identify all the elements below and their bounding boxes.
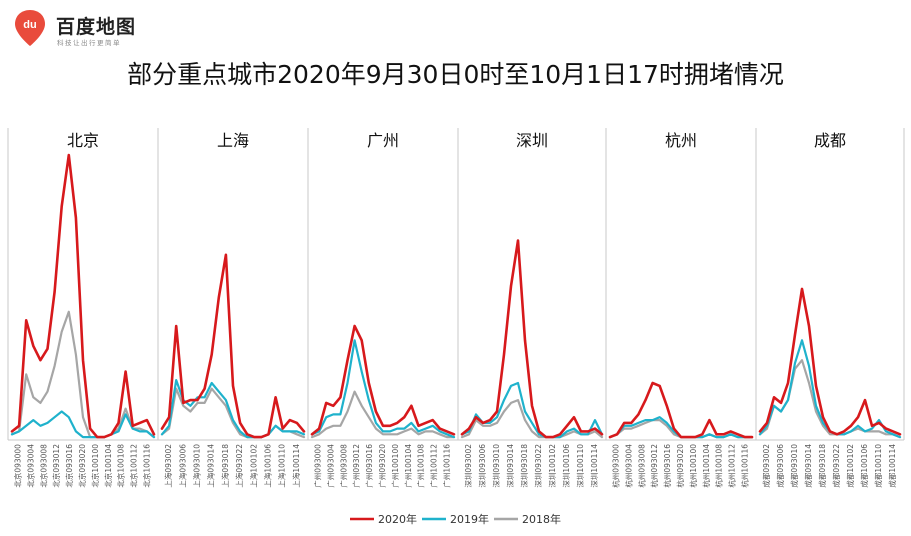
x-tick-label: 北京093020 [77, 444, 87, 488]
map-pin-icon: du [15, 10, 45, 46]
x-tick-label: 北京093004 [25, 444, 35, 488]
x-tick-label: 杭州093000 [611, 444, 621, 488]
x-tick-label: 成都093018 [817, 444, 827, 488]
panel-title-4: 杭州 [665, 131, 697, 150]
x-tick-label: 成都093006 [775, 444, 785, 488]
legend-label-2019年: 2019年 [450, 512, 489, 526]
x-tick-label: 成都100106 [859, 444, 869, 488]
x-tick-label: 广州100104 [403, 444, 413, 488]
x-tick-label: 北京093008 [38, 444, 48, 488]
x-tick-label: 广州093000 [313, 444, 323, 488]
logo-mark-text: du [23, 19, 36, 31]
x-tick-label: 成都100110 [873, 444, 883, 488]
x-tick-label: 广州100100 [390, 444, 400, 488]
series-line-2019年 [608, 416, 754, 439]
x-tick-label: 上海093006 [177, 444, 187, 488]
x-tick-label: 杭州093012 [649, 444, 659, 488]
x-tick-label: 上海093010 [192, 444, 202, 488]
x-tick-label: 成都093010 [789, 444, 799, 488]
x-tick-label: 广州093012 [351, 444, 361, 488]
series-line-2020年 [10, 153, 156, 439]
x-tick-label: 上海093014 [206, 444, 216, 488]
x-tick-label: 杭州093016 [662, 444, 672, 488]
panel-title-0: 北京 [67, 131, 99, 150]
x-tick-label: 上海093018 [220, 444, 230, 488]
x-tick-label: 北京100112 [129, 444, 139, 488]
x-tick-label: 上海100106 [263, 444, 273, 488]
x-tick-label: 北京100116 [142, 444, 152, 488]
brand-logo: du 百度地图 科技让出行更简单 [8, 6, 168, 50]
x-tick-label: 深圳100114 [589, 444, 599, 488]
x-tick-label: 北京093000 [13, 444, 23, 488]
x-tick-label: 广州093004 [325, 444, 335, 488]
x-tick-label: 杭州100108 [714, 444, 724, 488]
series-line-2018年 [310, 390, 456, 439]
x-tick-label: 杭州093004 [623, 444, 633, 488]
x-tick-label: 深圳093002 [463, 444, 473, 488]
x-tick-label: 杭州100100 [688, 444, 698, 488]
x-tick-label: 深圳100106 [561, 444, 571, 488]
x-tick-label: 深圳093010 [491, 444, 501, 488]
x-tick-label: 广州100116 [442, 444, 452, 488]
x-tick-label: 北京093012 [51, 444, 61, 488]
series-line-2018年 [758, 359, 902, 439]
x-tick-label: 北京100100 [90, 444, 100, 488]
x-tick-label: 广州093020 [377, 444, 387, 488]
brand-slogan: 科技让出行更简单 [57, 39, 121, 47]
x-tick-label: 上海093002 [163, 444, 173, 488]
x-tick-label: 广州093008 [338, 444, 348, 488]
chart-title: 部分重点城市2020年9月30日0时至10月1日17时拥堵情况 [127, 60, 784, 89]
x-tick-label: 北京100108 [116, 444, 126, 488]
legend-label-2018年: 2018年 [522, 512, 561, 526]
brand-name: 百度地图 [56, 16, 137, 38]
x-tick-label: 深圳093018 [519, 444, 529, 488]
x-tick-label: 北京093016 [64, 444, 74, 488]
x-tick-label: 广州093016 [364, 444, 374, 488]
series-line-2020年 [608, 381, 754, 439]
series-line-2020年 [160, 253, 306, 439]
x-tick-label: 杭州093008 [636, 444, 646, 488]
panel-title-2: 广州 [367, 131, 399, 150]
x-tick-label: 广州100112 [429, 444, 439, 488]
series-line-2020年 [758, 287, 902, 436]
x-tick-label: 上海100114 [291, 444, 301, 488]
x-tick-label: 深圳100102 [547, 444, 557, 488]
panel-title-5: 成都 [814, 131, 846, 150]
legend-label-2020年: 2020年 [378, 512, 417, 526]
x-tick-label: 成都093002 [761, 444, 771, 488]
x-tick-label: 成都100102 [845, 444, 855, 488]
x-tick-label: 成都093022 [831, 444, 841, 488]
x-tick-label: 深圳093006 [477, 444, 487, 488]
x-tick-label: 杭州100116 [740, 444, 750, 488]
x-tick-label: 深圳093014 [505, 444, 515, 488]
x-tick-label: 成都100114 [887, 444, 897, 488]
x-tick-label: 杭州093020 [675, 444, 685, 488]
x-tick-label: 深圳100110 [575, 444, 585, 488]
series-line-2020年 [310, 324, 456, 436]
x-tick-label: 杭州100104 [701, 444, 711, 488]
series-line-2019年 [310, 339, 456, 439]
panel-title-1: 上海 [217, 131, 249, 150]
x-tick-label: 上海100110 [277, 444, 287, 488]
series-line-2019年 [10, 410, 156, 439]
panel-title-3: 深圳 [516, 131, 548, 150]
x-tick-label: 广州100108 [416, 444, 426, 488]
x-tick-label: 深圳093022 [533, 444, 543, 488]
series-line-2020年 [460, 239, 604, 439]
x-tick-label: 北京100104 [103, 444, 113, 488]
x-tick-label: 上海100102 [248, 444, 258, 488]
x-tick-label: 成都093014 [803, 444, 813, 488]
x-tick-label: 杭州100112 [727, 444, 737, 488]
x-tick-label: 上海093022 [234, 444, 244, 488]
